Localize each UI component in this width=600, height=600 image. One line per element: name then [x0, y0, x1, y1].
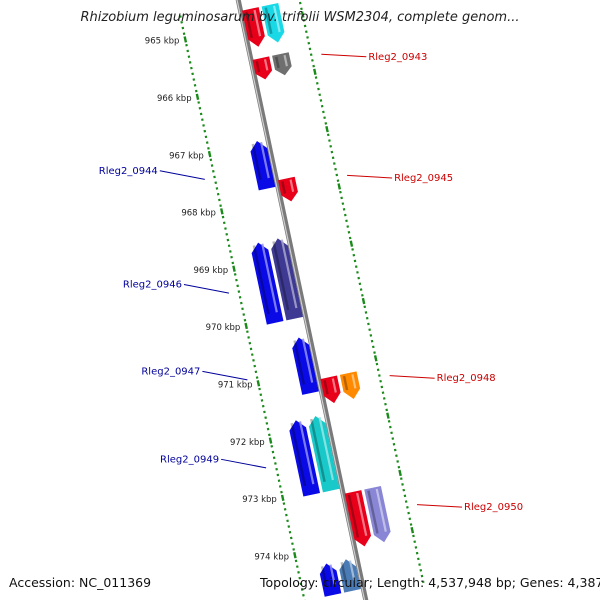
tick-mark [386, 412, 390, 419]
gene-arrow[interactable] [339, 371, 361, 399]
gene-label[interactable]: Rleg2_0945 [394, 173, 453, 184]
tick-mark [313, 68, 317, 76]
tick-mark [293, 551, 297, 559]
gene-track [242, 2, 391, 597]
tick-label: 973 kbp [242, 495, 277, 505]
tick-mark [300, 11, 305, 18]
gene-label[interactable]: Rleg2_0944 [99, 166, 158, 177]
gene-arrow[interactable] [289, 420, 320, 497]
gene-arrow[interactable] [364, 485, 391, 543]
tick-label: 966 kbp [157, 94, 192, 104]
tick-mark [325, 125, 329, 133]
tick-mark [183, 36, 188, 43]
gene-arrow[interactable] [320, 375, 341, 404]
tick-mark [220, 208, 224, 215]
tick-mark [232, 265, 236, 272]
genome-summary-text: Topology: circular; Length: 4,537,948 bp… [260, 575, 600, 590]
tick-label: 965 kbp [145, 37, 180, 47]
gene-arrow[interactable] [250, 141, 276, 191]
gene-arrow[interactable] [308, 416, 340, 493]
gene-label[interactable]: Rleg2_0947 [141, 366, 200, 377]
tick-label: 967 kbp [169, 151, 204, 161]
tick-label: 972 kbp [230, 438, 265, 448]
tick-track: 965 kbp 966 kbp 967 kbp 968 kbp 969 kbp 970 k… [145, 1, 425, 600]
tick-mark [280, 494, 285, 502]
tick-label: 971 kbp [218, 381, 253, 391]
tick-mark [244, 322, 248, 330]
gene-arrow[interactable] [271, 238, 304, 321]
tick-mark [361, 297, 366, 305]
tick-mark [207, 150, 212, 158]
tick-label: 968 kbp [181, 209, 216, 219]
gene-label[interactable]: Rleg2_0948 [437, 373, 496, 384]
gene-arrow[interactable] [261, 2, 285, 43]
tick-mark [195, 93, 200, 100]
tick-label: 970 kbp [206, 323, 241, 333]
accession-text: Accession: NC_011369 [9, 575, 152, 590]
tick-label: 974 kbp [254, 552, 289, 562]
gene-arrow[interactable] [319, 563, 342, 597]
gene-arrow[interactable] [278, 176, 298, 202]
gene-arrow[interactable] [344, 490, 372, 547]
gene-arrow[interactable] [339, 559, 361, 593]
tick-mark [373, 355, 378, 362]
tick-mark [268, 437, 273, 444]
tick-mark [337, 183, 342, 190]
tick-mark [256, 380, 261, 387]
gene-arrow[interactable] [292, 337, 319, 395]
gene-arrow[interactable] [251, 242, 284, 325]
gene-label[interactable]: Rleg2_0950 [464, 502, 523, 513]
gene-arrow[interactable] [252, 56, 273, 80]
gene-label[interactable]: Rleg2_0946 [123, 280, 182, 291]
genome-backbone [235, 0, 369, 600]
gene-label[interactable]: Rleg2_0943 [368, 52, 427, 63]
gene-arrow[interactable] [242, 7, 265, 47]
tick-mark [349, 240, 354, 247]
tick-mark [410, 527, 415, 534]
gene-labels: Rleg2_0943 Rleg2_0944 Rleg2_0945 Rleg2_0946… [99, 52, 523, 513]
map-title: Rhizobium leguminosarum bv. trifolii WSM… [80, 10, 520, 25]
gene-arrow[interactable] [272, 52, 292, 76]
tick-mark [398, 469, 402, 477]
tick-label: 969 kbp [193, 266, 228, 276]
gene-label[interactable]: Rleg2_0949 [160, 454, 219, 465]
